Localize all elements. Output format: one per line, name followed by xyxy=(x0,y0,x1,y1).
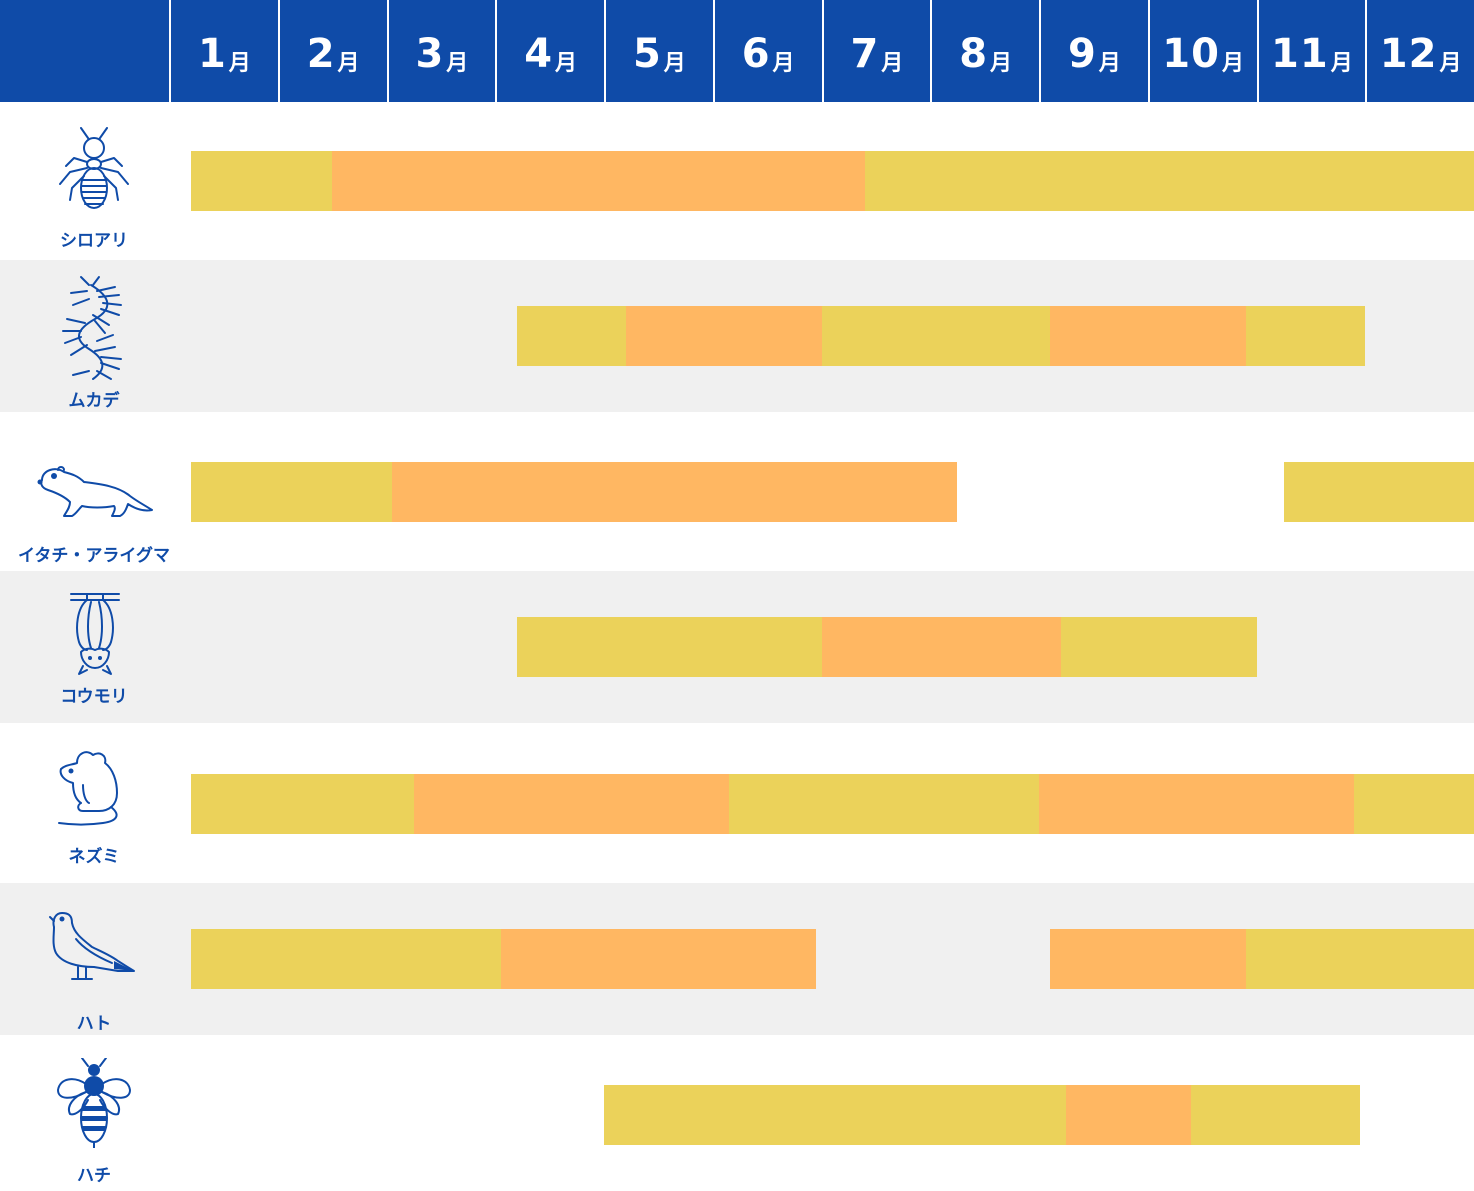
month-number: 9 xyxy=(1067,31,1097,77)
month-number: 2 xyxy=(306,31,336,77)
season-bar-active xyxy=(517,306,626,366)
month-unit: 月 xyxy=(990,51,1013,76)
season-bar-peak xyxy=(500,929,817,989)
month-unit: 月 xyxy=(446,51,469,76)
month-unit: 月 xyxy=(1330,51,1353,76)
season-bar-active xyxy=(1283,462,1474,522)
centipede-icon xyxy=(59,275,129,389)
month-unit: 月 xyxy=(1098,51,1121,76)
mouse-icon xyxy=(55,745,135,839)
month-header: 1 月 2 月 3 月 4 月 5 月 6 月 7 月 8 月 9 月 10 月 11 月 12 月 xyxy=(0,0,1474,102)
season-bar-active xyxy=(1245,929,1474,989)
season-bar-peak xyxy=(1049,929,1246,989)
pest-label: ハト xyxy=(76,1014,112,1034)
bat-icon xyxy=(65,588,125,682)
month-number: 12 xyxy=(1379,31,1438,77)
pigeon-icon xyxy=(48,905,138,989)
season-bar-active xyxy=(604,1085,1067,1145)
season-bar-active xyxy=(1191,1085,1360,1145)
season-bar-active xyxy=(1060,617,1257,677)
month-unit: 月 xyxy=(555,51,578,76)
season-bar-active xyxy=(1245,306,1366,366)
month-unit: 月 xyxy=(1439,51,1462,76)
season-bar-active xyxy=(517,617,822,677)
month-number: 7 xyxy=(850,31,880,77)
pest-label: イタチ・アライグマ xyxy=(18,546,170,566)
month-number: 1 xyxy=(197,31,227,77)
season-bar-peak xyxy=(821,617,1061,677)
season-bar-active xyxy=(190,462,392,522)
season-bar-peak xyxy=(1066,1085,1192,1145)
month-number: 11 xyxy=(1271,31,1329,77)
season-bar-peak xyxy=(1039,774,1355,834)
month-unit: 月 xyxy=(881,51,904,76)
season-bar-active xyxy=(190,774,414,834)
pest-label: シロアリ xyxy=(60,231,128,251)
month-unit: 月 xyxy=(1221,51,1244,76)
season-bar-active xyxy=(1354,774,1474,834)
pest-label: ムカデ xyxy=(68,391,120,411)
bee-icon xyxy=(56,1057,132,1152)
month-number: 6 xyxy=(741,31,771,77)
season-bar-peak xyxy=(1049,306,1246,366)
month-unit: 月 xyxy=(772,51,795,76)
pest-label: コウモリ xyxy=(60,687,128,707)
month-unit: 月 xyxy=(337,51,360,76)
season-bar-peak xyxy=(625,306,822,366)
month-unit: 月 xyxy=(663,51,686,76)
season-bar-peak xyxy=(332,151,865,211)
season-bar-peak xyxy=(413,774,730,834)
season-bar-active xyxy=(865,151,1474,211)
month-number: 3 xyxy=(415,31,445,77)
season-bar-active xyxy=(190,929,501,989)
month-header-10: 10 月 xyxy=(1147,0,1257,102)
termite-icon xyxy=(54,126,134,220)
month-unit: 月 xyxy=(228,51,251,76)
month-header-11: 11 月 xyxy=(1256,0,1366,102)
season-bar-active xyxy=(821,306,1050,366)
month-number: 5 xyxy=(632,31,662,77)
month-header-12: 12 月 xyxy=(1365,0,1474,102)
season-bar-active xyxy=(729,774,1039,834)
month-number: 8 xyxy=(959,31,989,77)
season-bar-active xyxy=(190,151,333,211)
season-bar-peak xyxy=(391,462,958,522)
weasel-icon xyxy=(34,462,154,526)
pest-label: ハチ xyxy=(77,1166,111,1186)
pest-label: ネズミ xyxy=(68,847,120,867)
month-number: 4 xyxy=(524,31,554,77)
month-number: 10 xyxy=(1162,31,1220,77)
